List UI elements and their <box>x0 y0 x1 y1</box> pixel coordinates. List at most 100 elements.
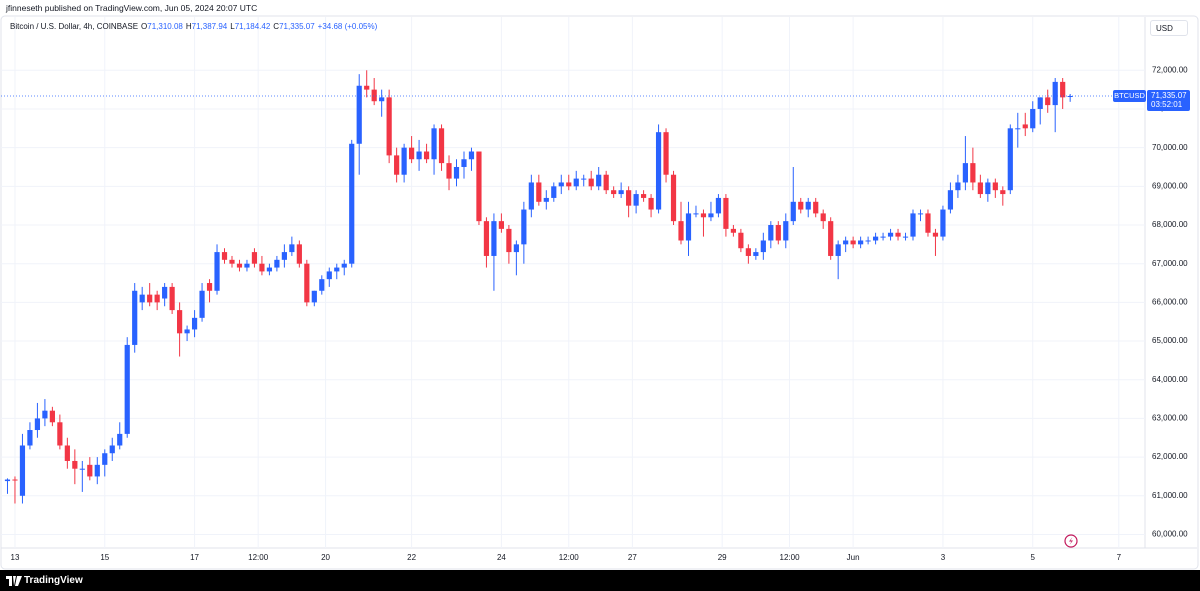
candle-body <box>783 221 789 241</box>
candle-body <box>910 213 916 237</box>
candle-body <box>498 221 505 229</box>
ohlc-value: 71,310.08 <box>147 22 183 31</box>
candle-body <box>27 430 33 446</box>
candle-body <box>970 163 976 183</box>
price-change: +34.68 (+0.05%) <box>317 22 378 31</box>
candle-body <box>319 279 325 291</box>
candle-body <box>266 267 273 272</box>
candle-body <box>820 213 826 222</box>
x-tick-label: 17 <box>190 553 199 562</box>
candle-body <box>364 85 370 90</box>
candle-body <box>416 151 422 160</box>
candle-body <box>154 294 160 303</box>
candle-body <box>880 236 886 238</box>
candle-body <box>1030 108 1036 129</box>
candle-body <box>611 190 617 195</box>
candle-body <box>745 248 751 256</box>
candle-body <box>72 460 78 469</box>
candle-body <box>1000 190 1006 195</box>
candle-body <box>685 213 692 241</box>
candle-body <box>843 240 849 245</box>
candle-body <box>386 97 392 156</box>
symbol-legend: Bitcoin / U.S. Dollar, 4h, COINBASE O71,… <box>10 22 377 31</box>
candle-body <box>1045 97 1051 106</box>
candle-body <box>476 151 482 222</box>
y-tick-label: 64,000.00 <box>1152 375 1188 384</box>
candle-body <box>356 85 362 144</box>
candle-body <box>1022 124 1028 129</box>
x-tick-label: 24 <box>497 553 506 562</box>
y-tick-label: 60,000.00 <box>1152 530 1188 539</box>
brand-name: TradingView <box>24 575 83 586</box>
brand-logo <box>6 576 22 586</box>
x-tick-label: 15 <box>100 553 109 562</box>
candle-body <box>588 178 594 187</box>
candle-body <box>528 182 534 210</box>
candle-body <box>221 252 228 260</box>
candle-body <box>798 201 804 210</box>
countdown-label: 03:52:01 <box>1151 100 1183 109</box>
icon-bolt <box>1069 537 1073 545</box>
candle-body <box>902 236 909 238</box>
candle-body <box>304 263 310 303</box>
x-tick-label: 12:00 <box>248 553 269 562</box>
candle-body <box>199 290 205 318</box>
lightning-icon <box>1064 534 1078 548</box>
chart-frame <box>0 15 1199 570</box>
candle-body <box>401 147 407 175</box>
candle-body <box>551 186 557 198</box>
candle-body <box>760 240 766 253</box>
candle-body <box>446 163 452 179</box>
y-tick-label: 62,000.00 <box>1152 452 1188 461</box>
candle-body <box>513 244 519 253</box>
candle-body <box>206 283 213 291</box>
candle-body <box>626 190 632 206</box>
candle-body <box>813 201 819 214</box>
candle-body <box>573 178 579 187</box>
candle-body <box>334 267 340 272</box>
y-tick-label: 69,000.00 <box>1152 181 1188 190</box>
candle-body <box>872 236 879 241</box>
ohlc-item: L71,184.42 <box>230 22 270 31</box>
y-tick-label: 70,000.00 <box>1152 143 1188 152</box>
candle-body <box>109 445 115 454</box>
candle-body <box>438 128 445 164</box>
candle-body <box>940 209 946 237</box>
candle-body <box>147 294 153 303</box>
candle-body <box>932 232 939 237</box>
candle-body <box>992 182 998 191</box>
candle-body <box>1015 128 1021 130</box>
candle-body <box>693 213 699 215</box>
candle-body <box>409 147 415 160</box>
grid-layer <box>1 17 1145 548</box>
ohlc-key: O <box>141 22 148 31</box>
candle-body <box>289 244 295 253</box>
candle-body <box>191 317 198 330</box>
candle-body <box>858 240 864 245</box>
candle-body <box>117 433 123 446</box>
candle-body <box>468 151 475 160</box>
candle-body <box>349 143 355 264</box>
currency-button[interactable]: USD <box>1150 20 1188 36</box>
ohlc-value: 71,184.42 <box>234 22 271 31</box>
y-tick-label: 66,000.00 <box>1152 297 1188 306</box>
candle-body <box>925 213 931 233</box>
y-tick-label: 68,000.00 <box>1152 220 1188 229</box>
candle-body <box>955 182 961 191</box>
candle-body <box>678 221 684 241</box>
x-tick-label: 12:00 <box>780 553 801 562</box>
candle-body <box>341 263 347 268</box>
y-tick-label: 72,000.00 <box>1152 65 1188 74</box>
x-tick-label: 7 <box>1117 553 1122 562</box>
candle-body <box>828 221 834 256</box>
candle-body <box>379 97 385 102</box>
candle-body <box>543 197 549 202</box>
x-tick-label: 3 <box>941 553 946 562</box>
candle-body <box>917 213 924 215</box>
candle-body <box>835 244 841 256</box>
candle-body <box>700 213 707 218</box>
candle-body <box>64 445 70 461</box>
x-tick-label: 13 <box>11 553 20 562</box>
candle-body <box>184 329 190 334</box>
